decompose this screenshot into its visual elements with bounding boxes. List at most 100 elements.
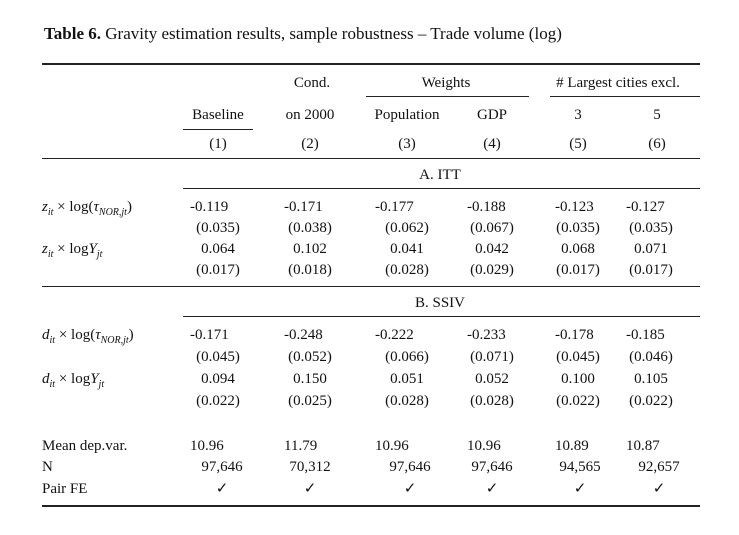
panel-a-title: A. ITT <box>419 167 461 183</box>
cell: (0.045) <box>196 349 240 365</box>
col-header-2: on 2000 <box>285 107 335 123</box>
row-label-d-log-tau: dit × log(τNOR,jt) <box>42 327 134 346</box>
panel-b-title: B. SSIV <box>414 295 466 311</box>
cell: -0.185 <box>626 327 665 343</box>
col-header-4: GDP <box>476 107 508 123</box>
col-num-5: (5) <box>569 136 587 152</box>
cell: (0.017) <box>556 262 600 278</box>
cell: (0.017) <box>629 262 673 278</box>
cell: -0.178 <box>555 327 594 343</box>
col-num-2: (2) <box>301 136 319 152</box>
cell: 0.052 <box>475 371 509 387</box>
cell: (0.071) <box>470 349 514 365</box>
cell: (0.035) <box>196 220 240 236</box>
cell: 0.100 <box>561 371 595 387</box>
cell: 0.042 <box>475 241 509 257</box>
table-caption: Table 6. Gravity estimation results, sam… <box>44 24 562 44</box>
mean-dep-var-label: Mean dep.var. <box>42 438 128 454</box>
cell: (0.035) <box>629 220 673 236</box>
pair-fe-label: Pair FE <box>42 481 88 497</box>
cell: 10.96 <box>190 438 224 454</box>
panel-b-rule <box>183 316 700 317</box>
check-icon: ✓ <box>215 481 229 497</box>
cell: 94,565 <box>559 459 601 475</box>
cell: -0.127 <box>626 199 665 215</box>
cell: 97,646 <box>471 459 513 475</box>
baseline-underline <box>183 129 253 130</box>
cell: (0.022) <box>556 393 600 409</box>
col-num-6: (6) <box>648 136 666 152</box>
cell: -0.171 <box>284 199 323 215</box>
panel-b-top-rule <box>42 286 700 287</box>
cell: 0.094 <box>201 371 235 387</box>
col-header-1: Baseline <box>192 107 244 123</box>
header-weights: Weights <box>421 75 471 91</box>
cell: (0.045) <box>556 349 600 365</box>
col-num-1: (1) <box>209 136 227 152</box>
cell: (0.022) <box>629 393 673 409</box>
header-cond: Cond. <box>293 75 331 91</box>
bottom-rule <box>42 505 700 507</box>
cell: 0.105 <box>634 371 668 387</box>
cell: (0.052) <box>288 349 332 365</box>
check-icon: ✓ <box>573 481 587 497</box>
cell: (0.025) <box>288 393 332 409</box>
col-num-4: (4) <box>483 136 501 152</box>
cell: (0.028) <box>385 262 429 278</box>
top-rule <box>42 63 700 65</box>
cell: 11.79 <box>284 438 318 454</box>
cell: 0.150 <box>293 371 327 387</box>
col-num-3: (3) <box>398 136 416 152</box>
cell: 70,312 <box>289 459 331 475</box>
cell: -0.177 <box>375 199 414 215</box>
largest-underline <box>550 96 700 97</box>
cell: 97,646 <box>389 459 431 475</box>
cell: (0.038) <box>288 220 332 236</box>
cell: (0.029) <box>470 262 514 278</box>
check-icon: ✓ <box>403 481 417 497</box>
row-label-z-log-tau: zit × log(τNOR,jt) <box>42 199 132 218</box>
row-label-d-log-y: dit × logYjt <box>42 371 105 390</box>
cell: -0.188 <box>467 199 506 215</box>
cell: (0.018) <box>288 262 332 278</box>
cell: 0.041 <box>390 241 424 257</box>
check-icon: ✓ <box>652 481 666 497</box>
cell: 10.87 <box>626 438 660 454</box>
check-icon: ✓ <box>303 481 317 497</box>
cell: (0.067) <box>470 220 514 236</box>
weights-underline <box>366 96 529 97</box>
cell: (0.066) <box>385 349 429 365</box>
cell: 10.96 <box>375 438 409 454</box>
cell: 10.96 <box>467 438 501 454</box>
header-rule <box>42 158 700 159</box>
cell: (0.028) <box>470 393 514 409</box>
cell: 0.064 <box>201 241 235 257</box>
cell: -0.119 <box>190 199 229 215</box>
col-header-5: 3 <box>574 107 582 123</box>
panel-a-rule <box>183 188 700 189</box>
table-title: Gravity estimation results, sample robus… <box>105 24 562 43</box>
cell: (0.035) <box>556 220 600 236</box>
cell: (0.022) <box>196 393 240 409</box>
cell: -0.222 <box>375 327 414 343</box>
cell: (0.017) <box>196 262 240 278</box>
col-header-3: Population <box>374 107 440 123</box>
cell: (0.028) <box>385 393 429 409</box>
cell: 10.89 <box>555 438 589 454</box>
header-largest: # Largest cities excl. <box>556 75 680 91</box>
table-number: Table 6. <box>44 24 102 43</box>
cell: -0.233 <box>467 327 506 343</box>
n-label: N <box>42 459 53 475</box>
cell: (0.046) <box>629 349 673 365</box>
cell: -0.248 <box>284 327 323 343</box>
cell: -0.123 <box>555 199 594 215</box>
cell: 97,646 <box>201 459 243 475</box>
check-icon: ✓ <box>485 481 499 497</box>
cell: -0.171 <box>190 327 229 343</box>
row-label-z-log-y: zit × logYjt <box>42 241 103 260</box>
cell: 0.051 <box>390 371 424 387</box>
col-header-6: 5 <box>653 107 661 123</box>
cell: 0.071 <box>634 241 668 257</box>
cell: 92,657 <box>638 459 680 475</box>
cell: 0.102 <box>293 241 327 257</box>
